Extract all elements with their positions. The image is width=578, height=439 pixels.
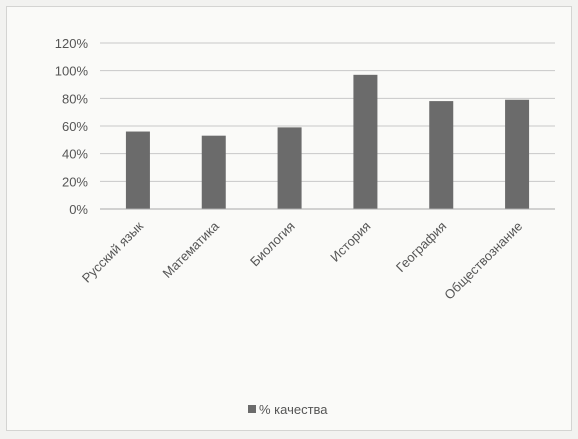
gridlines — [100, 42, 555, 182]
bar — [277, 127, 302, 209]
legend-label: % качества — [259, 402, 328, 417]
bar — [125, 131, 150, 209]
bars — [125, 74, 530, 209]
x-tick-label: Обществознание — [441, 219, 525, 303]
y-tick-label: 60% — [62, 119, 88, 134]
y-tick-label: 20% — [62, 174, 88, 189]
chart-area: 0% 20% 40% 60% 80% 100% 120% Русский язык Матем… — [6, 6, 572, 431]
y-tick-label: 80% — [62, 91, 88, 106]
y-tick-label: 40% — [62, 147, 88, 162]
x-tick-label: Математика — [159, 218, 222, 281]
legend-swatch — [248, 405, 256, 413]
x-axis-tick-labels: Русский язык Математика Биология История Гео… — [79, 218, 525, 302]
bar — [429, 101, 454, 209]
bar-chart: 0% 20% 40% 60% 80% 100% 120% Русский язык Матем… — [55, 36, 555, 417]
legend: % качества — [248, 402, 328, 417]
x-tick-label: История — [327, 219, 373, 265]
bar — [505, 99, 530, 209]
y-tick-label: 100% — [55, 64, 89, 79]
bar — [201, 135, 226, 209]
y-axis-tick-labels: 0% 20% 40% 60% 80% 100% 120% — [55, 36, 89, 217]
y-tick-label: 120% — [55, 36, 89, 51]
bar — [353, 74, 378, 209]
x-tick-label: География — [393, 219, 449, 275]
y-tick-label: 0% — [69, 202, 88, 217]
x-tick-label: Биология — [247, 219, 298, 270]
x-tick-label: Русский язык — [79, 218, 146, 285]
